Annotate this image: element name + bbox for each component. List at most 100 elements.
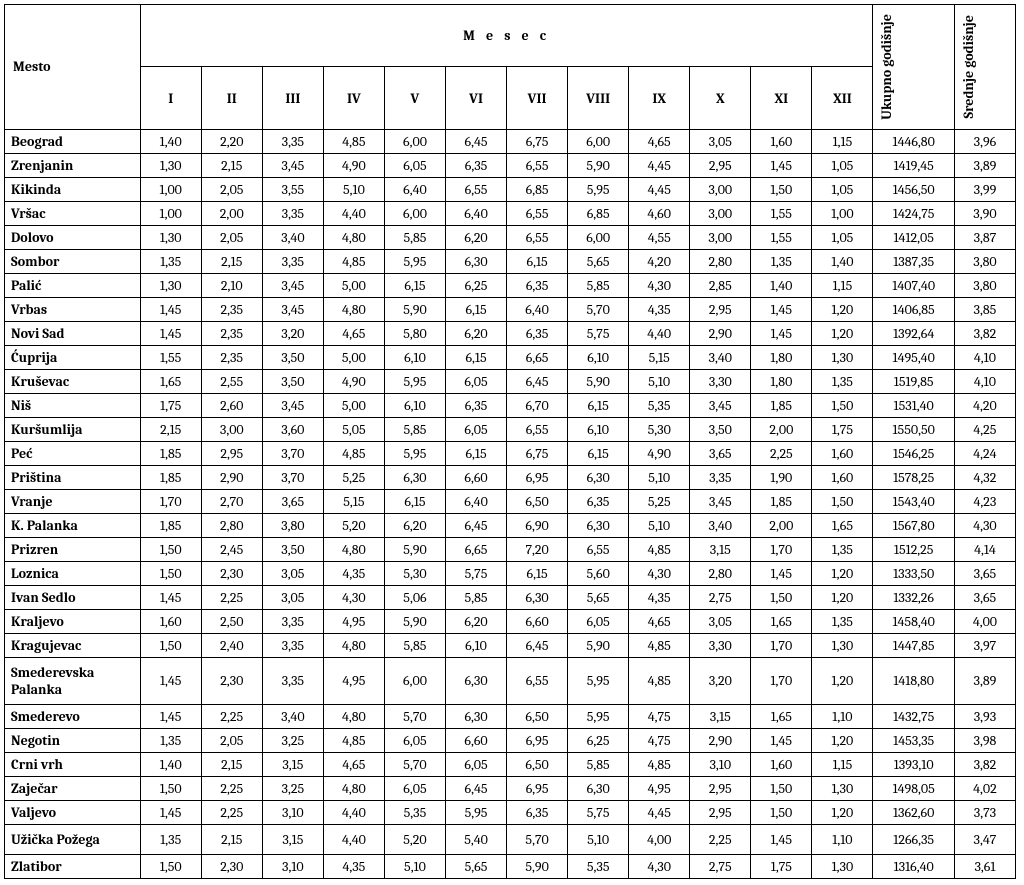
cell-srednje: 3,80 <box>954 273 1015 297</box>
cell-value: 6,55 <box>507 417 568 441</box>
cell-value: 1,45 <box>751 321 812 345</box>
cell-value: 6,15 <box>446 441 507 465</box>
cell-value: 3,15 <box>262 752 323 776</box>
cell-value: 6,45 <box>507 633 568 657</box>
cell-value: 1,85 <box>751 393 812 417</box>
cell-value: 6,40 <box>384 177 445 201</box>
row-label: Beograd <box>5 129 141 153</box>
cell-value: 3,00 <box>201 417 262 441</box>
cell-value: 1,60 <box>751 129 812 153</box>
cell-ukupno: 1406,85 <box>873 297 954 321</box>
cell-value: 1,50 <box>140 561 201 585</box>
cell-value: 1,75 <box>812 417 873 441</box>
cell-value: 5,85 <box>384 225 445 249</box>
cell-value: 2,80 <box>201 513 262 537</box>
cell-value: 6,10 <box>384 345 445 369</box>
cell-value: 6,40 <box>446 201 507 225</box>
table-row: Zrenjanin1,302,153,454,906,056,356,555,9… <box>5 153 1016 177</box>
cell-value: 6,25 <box>446 273 507 297</box>
cell-ukupno: 1498,05 <box>873 776 954 800</box>
table-row: Priština1,852,903,705,256,306,606,956,30… <box>5 465 1016 489</box>
cell-value: 5,40 <box>446 824 507 854</box>
header-month: XII <box>812 67 873 129</box>
table-header: Mesto M e s e c Ukupno godišnje Srednje … <box>5 5 1016 130</box>
cell-value: 4,45 <box>629 800 690 824</box>
table-row: Sombor1,352,153,354,855,956,306,155,654,… <box>5 249 1016 273</box>
header-month: VII <box>507 67 568 129</box>
cell-value: 6,35 <box>446 153 507 177</box>
cell-value: 1,00 <box>812 201 873 225</box>
cell-value: 1,45 <box>751 297 812 321</box>
row-label: Dolovo <box>5 225 141 249</box>
cell-value: 3,30 <box>690 369 751 393</box>
cell-value: 5,10 <box>568 824 629 854</box>
cell-value: 6,35 <box>507 273 568 297</box>
cell-value: 3,05 <box>690 609 751 633</box>
cell-value: 5,70 <box>568 297 629 321</box>
cell-value: 1,10 <box>812 824 873 854</box>
cell-value: 3,35 <box>262 657 323 704</box>
cell-value: 6,35 <box>446 393 507 417</box>
cell-ukupno: 1418,80 <box>873 657 954 704</box>
cell-value: 1,35 <box>812 609 873 633</box>
cell-value: 6,65 <box>507 345 568 369</box>
cell-value: 2,15 <box>201 824 262 854</box>
cell-value: 5,65 <box>568 249 629 273</box>
header-month: IX <box>629 67 690 129</box>
cell-value: 2,15 <box>201 153 262 177</box>
cell-ukupno: 1458,40 <box>873 609 954 633</box>
cell-value: 6,55 <box>507 201 568 225</box>
table-row: Prizren1,502,453,504,805,906,657,206,554… <box>5 537 1016 561</box>
cell-value: 6,55 <box>507 153 568 177</box>
cell-value: 2,55 <box>201 369 262 393</box>
cell-value: 5,85 <box>446 585 507 609</box>
cell-ukupno: 1407,40 <box>873 273 954 297</box>
cell-value: 6,75 <box>507 441 568 465</box>
cell-value: 4,30 <box>629 854 690 878</box>
cell-value: 3,55 <box>262 177 323 201</box>
cell-value: 4,30 <box>629 561 690 585</box>
cell-value: 5,10 <box>629 513 690 537</box>
cell-value: 6,55 <box>507 657 568 704</box>
cell-value: 2,35 <box>201 297 262 321</box>
cell-value: 1,60 <box>812 441 873 465</box>
cell-value: 1,15 <box>812 129 873 153</box>
cell-value: 1,35 <box>140 728 201 752</box>
cell-value: 1,45 <box>751 728 812 752</box>
cell-value: 6,10 <box>568 345 629 369</box>
cell-value: 1,20 <box>812 561 873 585</box>
cell-ukupno: 1446,80 <box>873 129 954 153</box>
cell-value: 3,00 <box>690 177 751 201</box>
cell-value: 6,15 <box>384 273 445 297</box>
header-ukupno: Ukupno godišnje <box>873 5 954 130</box>
cell-ukupno: 1546,25 <box>873 441 954 465</box>
cell-srednje: 4,32 <box>954 465 1015 489</box>
cell-value: 5,90 <box>384 609 445 633</box>
cell-value: 3,15 <box>690 537 751 561</box>
cell-value: 6,05 <box>568 609 629 633</box>
table-row: Zlatibor1,502,303,104,355,105,655,905,35… <box>5 854 1016 878</box>
table-row: Kraljevo1,602,503,354,955,906,206,606,05… <box>5 609 1016 633</box>
table-row: Kragujevac1,502,403,354,805,856,106,455,… <box>5 633 1016 657</box>
cell-value: 7,20 <box>507 537 568 561</box>
cell-value: 6,05 <box>384 728 445 752</box>
cell-value: 4,80 <box>323 633 384 657</box>
header-month: II <box>201 67 262 129</box>
row-label: Kikinda <box>5 177 141 201</box>
cell-value: 3,35 <box>262 129 323 153</box>
cell-value: 3,40 <box>262 225 323 249</box>
cell-value: 5,30 <box>629 417 690 441</box>
cell-value: 5,85 <box>384 417 445 441</box>
row-label: Peć <box>5 441 141 465</box>
cell-value: 4,85 <box>629 752 690 776</box>
cell-value: 5,35 <box>629 393 690 417</box>
cell-value: 1,30 <box>140 153 201 177</box>
cell-value: 1,35 <box>751 249 812 273</box>
table-row: Dolovo1,302,053,404,805,856,206,556,004,… <box>5 225 1016 249</box>
cell-value: 5,25 <box>629 489 690 513</box>
cell-value: 5,35 <box>384 800 445 824</box>
cell-value: 3,25 <box>262 776 323 800</box>
row-label: Crni vrh <box>5 752 141 776</box>
table-row: Vrbas1,452,353,454,805,906,156,405,704,3… <box>5 297 1016 321</box>
cell-value: 3,35 <box>262 249 323 273</box>
